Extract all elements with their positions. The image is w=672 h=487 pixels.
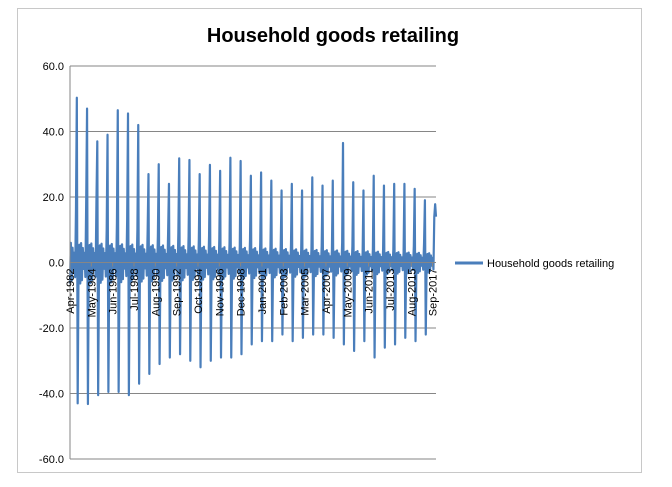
x-tick-label: Aug-2015 (406, 269, 418, 317)
plot-area (68, 96, 438, 406)
x-tick-label: Jul-2013 (385, 269, 397, 311)
y-tick-label: -40.0 (39, 389, 64, 401)
x-tick-label: Sep-2017 (428, 269, 440, 317)
x-tick-label: Dec-1998 (236, 269, 248, 317)
y-axis: 60.0 40.0 20.0 0.0 -20.0 -40.0 -60.0 (39, 61, 71, 466)
x-tick-label: Jan-2001 (257, 269, 269, 315)
x-tick-label: Feb-2003 (278, 269, 290, 316)
x-tick-label: Sep-1992 (172, 269, 184, 317)
y-tick-label: 0.0 (49, 258, 64, 270)
x-tick-label: Apr-2007 (321, 269, 333, 314)
chart-frame: Household goods retailing 60.0 40.0 20.0 0.… (17, 8, 642, 473)
x-tick-label: Jun-1986 (108, 269, 120, 315)
y-tick-label: 20.0 (43, 192, 64, 204)
x-tick-label: May-1984 (86, 269, 98, 318)
y-tick-label: -20.0 (39, 323, 64, 335)
x-tick-label: Apr-1982 (65, 269, 77, 314)
x-tick-label: Oct-1994 (193, 269, 205, 314)
x-tick-label: Jul-1988 (129, 269, 141, 311)
legend: Household goods retailing (455, 258, 614, 270)
series-line-household-goods-retailing (68, 96, 438, 406)
chart-title: Household goods retailing (207, 25, 459, 47)
x-axis: Apr-1982 May-1984 Jun-1986 Jul-1988 Aug-1990… (65, 262, 440, 318)
x-tick-label: Jun-2011 (364, 269, 376, 314)
y-tick-label: -60.0 (39, 454, 64, 466)
x-tick-label: Aug-1990 (150, 269, 162, 317)
y-tick-label: 60.0 (43, 61, 64, 73)
x-tick-label: Mar-2005 (300, 269, 312, 316)
y-tick-label: 40.0 (43, 127, 64, 139)
x-tick-label: May-2009 (342, 269, 354, 318)
chart-svg: Household goods retailing 60.0 40.0 20.0 0.… (39, 25, 614, 466)
legend-label: Household goods retailing (487, 258, 614, 270)
x-tick-label: Nov-1996 (214, 269, 226, 317)
